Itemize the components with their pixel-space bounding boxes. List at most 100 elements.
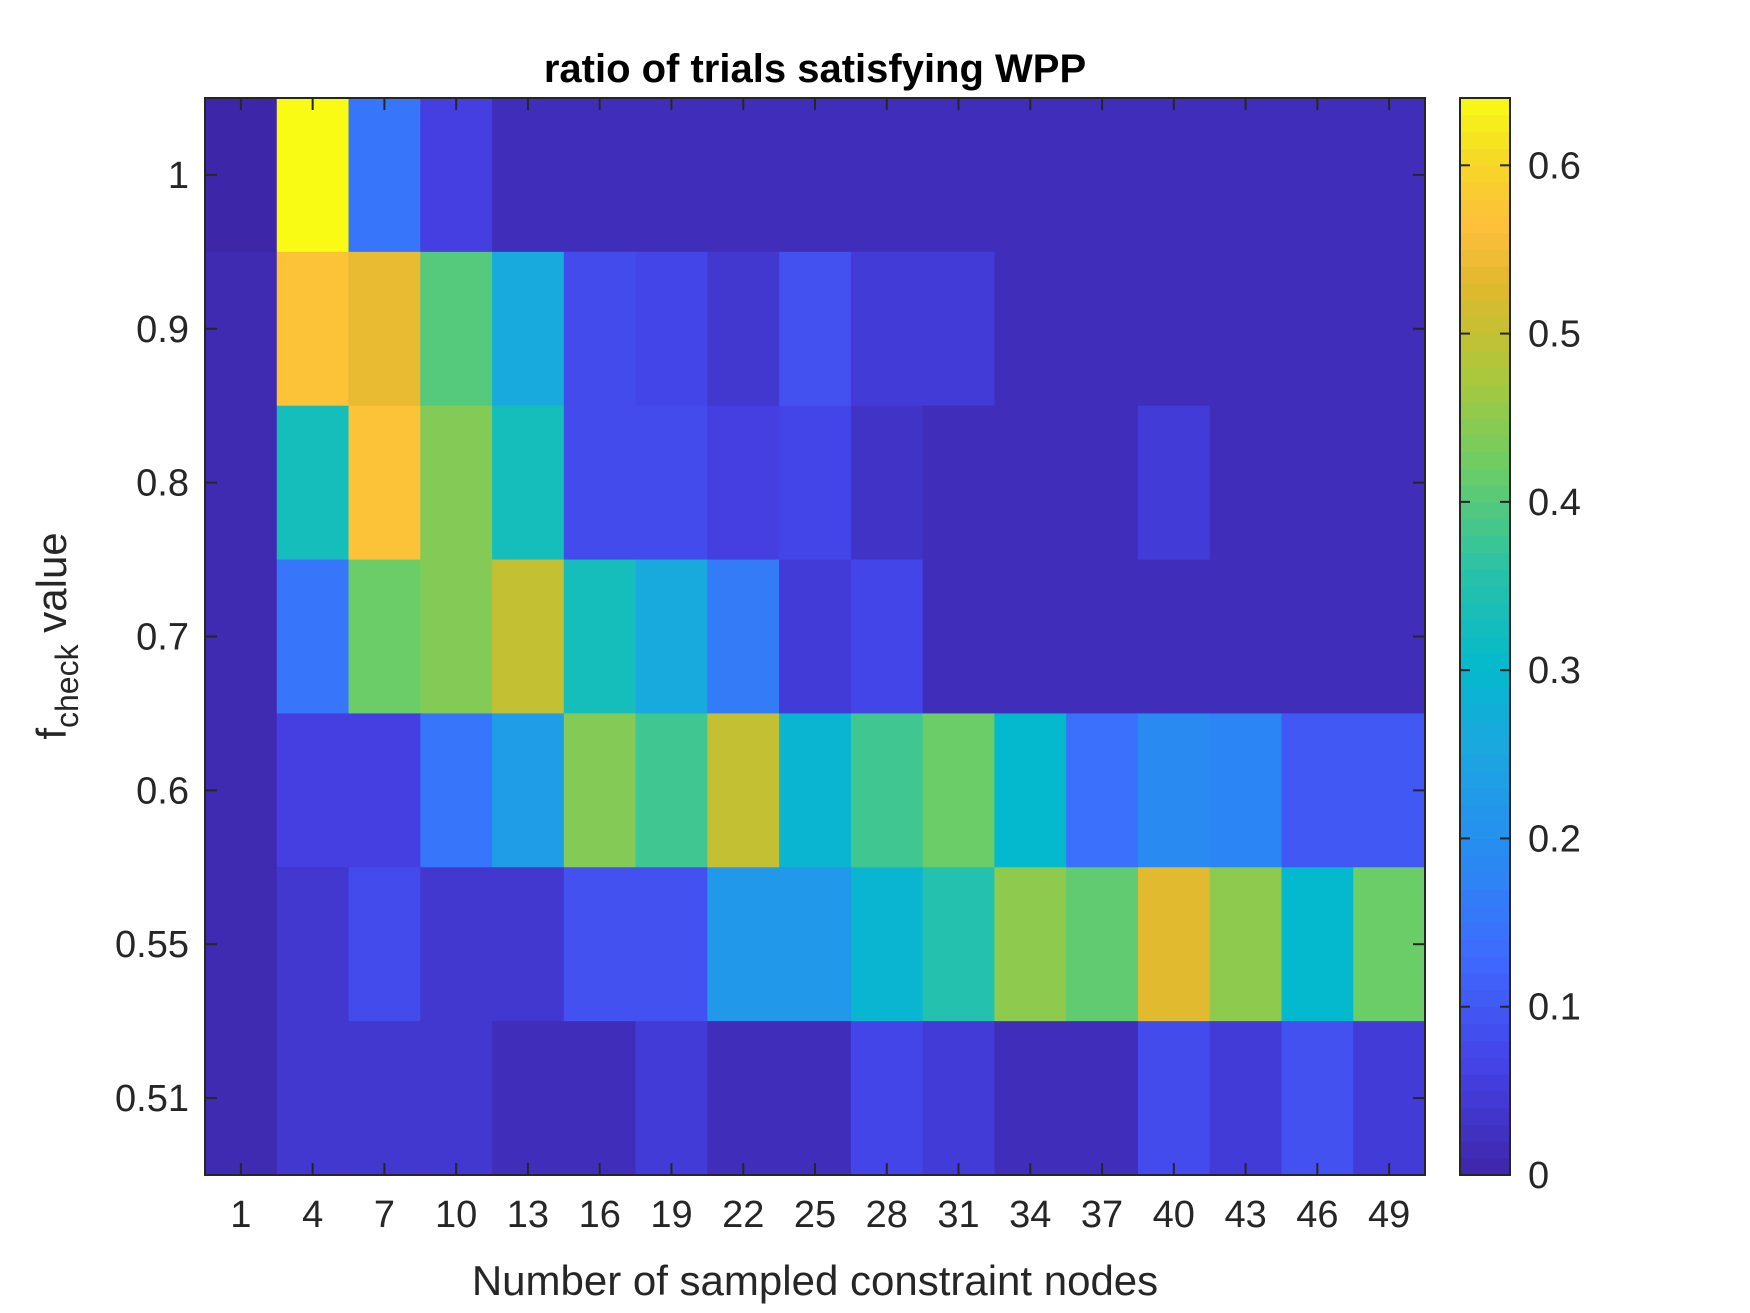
heatmap-cell [922,559,996,715]
y-tick-label: 1 [168,155,189,197]
colorbar-tick-label: 0.2 [1528,818,1581,860]
colorbar [1460,98,1510,1176]
colorbar-band [1460,905,1510,924]
x-tick-label: 22 [722,1194,764,1236]
heatmap-cell [635,1021,708,1176]
heatmap-cell [205,559,278,715]
heatmap-cell [492,98,565,253]
x-tick-label: 4 [302,1194,323,1236]
colorbar-band [1460,670,1510,688]
colorbar-band [1460,350,1510,368]
heatmap-cell [563,98,637,253]
heatmap-cell [276,867,350,1022]
heatmap-cell [707,405,780,561]
heatmap-cell [348,405,421,561]
heatmap-cell [850,98,924,253]
heatmap-cell [707,251,780,407]
heatmap-cell [1066,251,1139,407]
heatmap-cell [994,1021,1067,1176]
colorbar-band [1460,821,1510,840]
colorbar-ticks: 0 0.1 0.2 0.3 0.4 0.5 0.6 [1460,145,1581,1197]
heatmap-cell [994,713,1067,868]
heatmap-cell [779,713,852,868]
heatmap-cell [420,867,493,1022]
heatmap-cell [492,713,565,868]
heatmap-cell [276,1021,350,1176]
heatmap-cell [779,1021,852,1176]
heatmap-cell [1137,251,1211,407]
heatmap-cell [707,1021,780,1176]
colorbar-band [1460,400,1510,419]
heatmap-cell [276,251,350,407]
x-tick-label: 40 [1153,1194,1195,1236]
colorbar-band [1460,989,1510,1008]
colorbar-band [1460,855,1510,873]
colorbar-band [1460,249,1510,267]
heatmap-cell [348,867,421,1022]
heatmap-cell [1209,713,1283,868]
heatmap-cell [205,713,278,868]
colorbar-band [1460,653,1510,671]
heatmap-cell [994,251,1067,407]
heatmap-cell [779,251,852,407]
heatmap-cell [420,1021,493,1176]
colorbar-band [1460,1141,1510,1159]
x-tick-label: 25 [794,1194,836,1236]
y-axis-label-subscript: check [49,643,85,728]
colorbar-band [1460,266,1510,284]
heatmap-cell [994,98,1067,253]
colorbar-band [1460,367,1510,385]
colorbar-band [1460,468,1510,486]
heatmap-cell [922,98,996,253]
x-axis-ticks: 1 4 7 10 13 16 19 22 25 28 31 34 37 40 43 46 49 [230,98,1410,1236]
colorbar-band [1460,636,1510,654]
colorbar-tick-label: 0.6 [1528,145,1581,187]
heatmap-cell [994,867,1067,1022]
heatmap-cell [1066,1021,1139,1176]
heatmap-cell [276,405,350,561]
colorbar-band [1460,602,1510,621]
heatmap-cell [922,713,996,868]
colorbar-band [1460,888,1510,907]
y-axis-label-main: f [28,728,75,740]
x-tick-label: 7 [374,1194,395,1236]
colorbar-band [1460,619,1510,638]
heatmap-cell [563,251,637,407]
colorbar-band [1460,148,1510,166]
heatmap-cell [348,98,421,253]
colorbar-band [1460,1158,1510,1176]
heatmap-cell [492,867,565,1022]
x-axis-label: Number of sampled constraint nodes [472,1257,1158,1304]
colorbar-band [1460,417,1510,436]
heatmap-cell [276,98,350,253]
x-tick-label: 49 [1368,1194,1410,1236]
colorbar-band [1460,1107,1510,1126]
heatmap-cell [563,405,637,561]
colorbar-band [1460,451,1510,469]
heatmap-cell [563,1021,637,1176]
heatmap-cell [563,713,637,868]
heatmap-cell [635,713,708,868]
heatmap-cell [348,559,421,715]
colorbar-band [1460,569,1510,587]
colorbar-frame [1459,97,1511,1176]
colorbar-band [1460,872,1510,890]
heatmap-cell [1209,98,1283,253]
heatmap-cell [707,559,780,715]
colorbar-band [1460,114,1510,133]
heatmap-cell [779,98,852,253]
heatmap-cell [707,867,780,1022]
heatmap-cell [276,713,350,868]
heatmap-cell [635,867,708,1022]
colorbar-band [1460,737,1510,755]
heatmap-cell [1137,1021,1211,1176]
x-tick-label: 37 [1081,1194,1123,1236]
heatmap-cell [1281,405,1354,561]
heatmap-cell [1209,405,1283,561]
x-tick-label: 19 [650,1194,692,1236]
heatmap-cell [1137,867,1211,1022]
colorbar-tick-label: 0.4 [1528,482,1581,524]
heatmap-cell [1209,251,1283,407]
heatmap-cell [1209,1021,1283,1176]
